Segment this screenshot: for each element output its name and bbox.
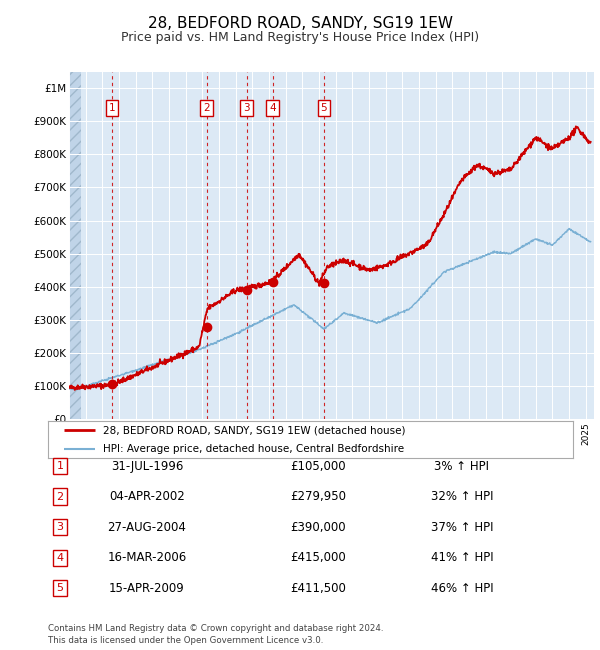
Text: Contains HM Land Registry data © Crown copyright and database right 2024.
This d: Contains HM Land Registry data © Crown c… — [48, 624, 383, 645]
Text: 04-APR-2002: 04-APR-2002 — [109, 490, 185, 503]
Text: 4: 4 — [269, 103, 276, 113]
Text: 3: 3 — [243, 103, 250, 113]
Text: 1: 1 — [56, 461, 64, 471]
Text: 16-MAR-2006: 16-MAR-2006 — [107, 551, 187, 564]
Text: 28, BEDFORD ROAD, SANDY, SG19 1EW (detached house): 28, BEDFORD ROAD, SANDY, SG19 1EW (detac… — [103, 426, 406, 436]
Text: 27-AUG-2004: 27-AUG-2004 — [107, 521, 187, 534]
Text: £411,500: £411,500 — [290, 582, 346, 595]
Text: £390,000: £390,000 — [290, 521, 346, 534]
Text: 37% ↑ HPI: 37% ↑ HPI — [431, 521, 493, 534]
Text: HPI: Average price, detached house, Central Bedfordshire: HPI: Average price, detached house, Cent… — [103, 444, 404, 454]
Text: 31-JUL-1996: 31-JUL-1996 — [111, 460, 183, 473]
Text: 4: 4 — [56, 552, 64, 563]
Text: 2: 2 — [56, 491, 64, 502]
Text: 1: 1 — [109, 103, 115, 113]
Text: Price paid vs. HM Land Registry's House Price Index (HPI): Price paid vs. HM Land Registry's House … — [121, 31, 479, 44]
Text: 41% ↑ HPI: 41% ↑ HPI — [431, 551, 493, 564]
Text: 15-APR-2009: 15-APR-2009 — [109, 582, 185, 595]
Text: 5: 5 — [320, 103, 327, 113]
Text: £105,000: £105,000 — [290, 460, 346, 473]
Text: 3: 3 — [56, 522, 64, 532]
Text: 32% ↑ HPI: 32% ↑ HPI — [431, 490, 493, 503]
Text: 46% ↑ HPI: 46% ↑ HPI — [431, 582, 493, 595]
Text: 5: 5 — [56, 583, 64, 593]
Text: £415,000: £415,000 — [290, 551, 346, 564]
Text: 3% ↑ HPI: 3% ↑ HPI — [434, 460, 490, 473]
Text: £279,950: £279,950 — [290, 490, 346, 503]
Text: 2: 2 — [203, 103, 210, 113]
Text: 28, BEDFORD ROAD, SANDY, SG19 1EW: 28, BEDFORD ROAD, SANDY, SG19 1EW — [148, 16, 452, 31]
